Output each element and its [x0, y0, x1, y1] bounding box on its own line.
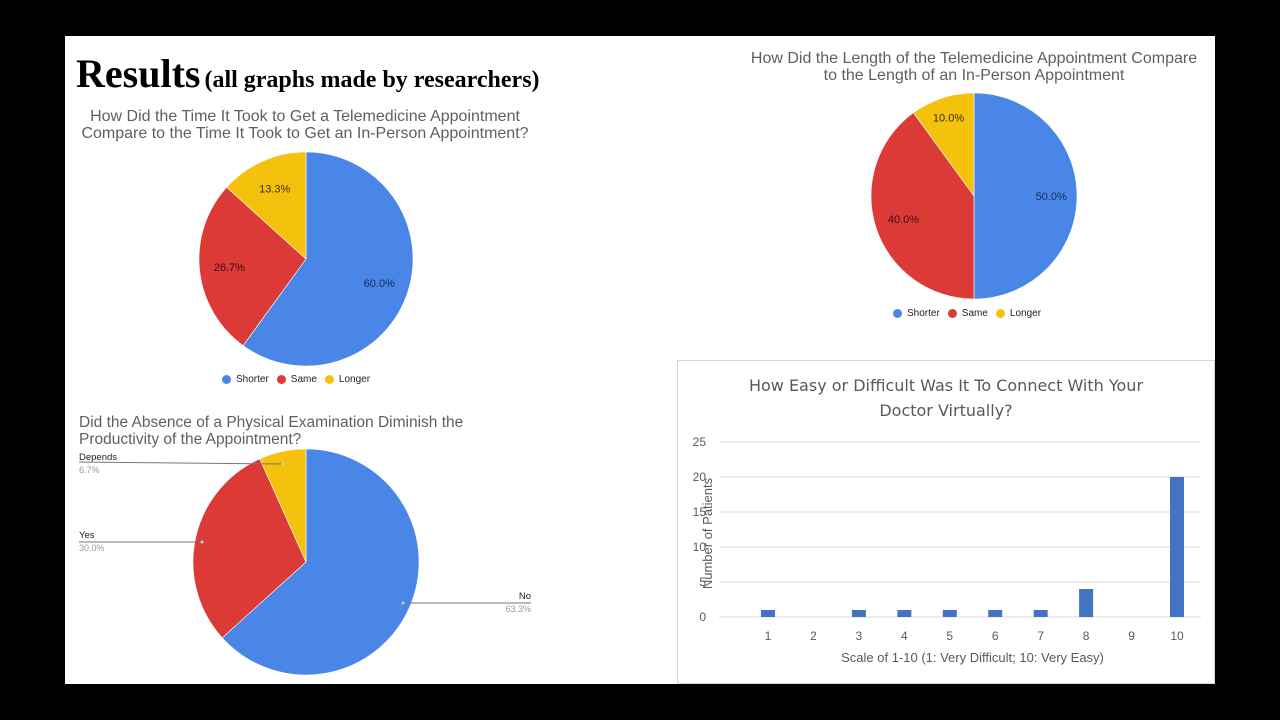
yellow-dot-icon	[324, 375, 334, 384]
pie-slice-depends	[259, 448, 307, 563]
pie1-title-line2: Compare to the Time It Took to Get an In…	[81, 125, 529, 142]
pie2-title-line1: How Did the Length of the Telemedicine A…	[750, 50, 1198, 67]
y-tick-label: 10	[693, 540, 707, 554]
legend-label: Longer	[1009, 308, 1042, 319]
slide-heading: Results (all graphs made by researchers)	[76, 50, 540, 97]
legend-item-longer: Longer	[324, 374, 371, 385]
leader-value: 6.7%	[79, 465, 100, 475]
red-dot-icon	[947, 309, 957, 318]
blue-dot-icon	[222, 375, 231, 384]
slice-label: 26.7%	[214, 262, 245, 274]
pie-slice-shorter	[973, 92, 1078, 300]
slice-label: 50.0%	[1036, 191, 1067, 203]
bar-7	[1033, 610, 1048, 617]
bar-chart-title: How Easy or Difficult Was It To Connect …	[678, 373, 1214, 423]
slice-label: 40.0%	[888, 214, 919, 226]
bar-10	[1170, 477, 1184, 617]
pie-slice-same	[870, 112, 975, 300]
legend-item-longer: Longer	[995, 308, 1042, 319]
x-axis-label: Scale of 1-10 (1: Very Difficult; 10: Ve…	[841, 650, 1104, 665]
y-tick-label: 0	[699, 610, 706, 624]
x-tick-label: 5	[946, 629, 953, 643]
x-tick-label: 10	[1170, 629, 1184, 643]
pie2-title-line2: to the Length of an In-Person Appointmen…	[823, 67, 1125, 84]
leader-value: 63.3%	[505, 604, 531, 614]
bar-4	[897, 610, 912, 617]
legend-label: Shorter	[236, 374, 269, 385]
y-tick-label: 20	[693, 470, 707, 484]
legend-label: Longer	[338, 374, 371, 385]
pie-slice-longer	[226, 151, 307, 260]
y-axis-label: Number of Patients	[700, 477, 715, 589]
bar-5	[942, 610, 957, 617]
pie2-legend: Shorter Same Longer	[893, 308, 1041, 319]
pie1-chart: 60.0% 26.7% 13.3%	[198, 151, 414, 367]
bar-1	[761, 610, 775, 617]
leader-label-yes: Yes	[79, 530, 95, 541]
pie-slice-no	[221, 448, 420, 676]
heading-subtitle: (all graphs made by researchers)	[204, 67, 540, 93]
heading-title: Results	[76, 51, 201, 96]
x-tick-label: 2	[810, 629, 817, 643]
legend-label: Shorter	[907, 308, 940, 319]
pie1-legend: Shorter Same Longer	[222, 374, 370, 385]
y-tick-label: 5	[699, 575, 706, 589]
bar-chart-box: How Easy or Difficult Was It To Connect …	[677, 360, 1215, 684]
pie-slice-longer	[913, 92, 975, 197]
y-tick-label: 25	[693, 435, 707, 449]
bar-6	[988, 610, 1003, 617]
pie2-chart: 50.0% 40.0% 10.0%	[870, 92, 1078, 300]
legend-label: Same	[961, 308, 988, 319]
pie1-title: How Did the Time It Took to Get a Teleme…	[72, 108, 538, 142]
x-tick-label: 1	[765, 629, 772, 643]
legend-item-same: Same	[947, 308, 988, 319]
pie-slice-same	[198, 186, 307, 346]
leader-value: 30.0%	[79, 543, 105, 553]
pie-slice-yes	[192, 458, 307, 639]
red-dot-icon	[276, 375, 286, 384]
bar-3	[851, 610, 866, 617]
pie-slice-shorter	[242, 151, 414, 367]
bar-chart-plot: 0 5 10 15 20 25 1 2 3 4 5 6 7 8 9 10 Scale of 1-10 (1: V…	[693, 435, 1201, 665]
slice-label: 60.0%	[364, 278, 395, 290]
leader-label-depends: Depends	[79, 452, 117, 463]
pie1-title-line1: How Did the Time It Took to Get a Teleme…	[90, 108, 520, 125]
x-tick-label: 4	[901, 629, 908, 643]
blue-dot-icon	[893, 309, 902, 318]
pie2-title: How Did the Length of the Telemedicine A…	[734, 50, 1214, 84]
legend-label: Same	[290, 374, 317, 385]
x-tick-label: 3	[856, 629, 863, 643]
bar-8	[1079, 589, 1094, 617]
slide: Results (all graphs made by researchers)…	[65, 36, 1215, 684]
x-tick-label: 8	[1083, 629, 1090, 643]
x-tick-label: 7	[1037, 629, 1044, 643]
legend-item-same: Same	[276, 374, 317, 385]
slice-label: 13.3%	[259, 184, 290, 196]
x-tick-label: 9	[1128, 629, 1135, 643]
leader-label-no: No	[519, 591, 531, 602]
legend-item-shorter: Shorter	[222, 374, 269, 385]
x-tick-label: 6	[992, 629, 999, 643]
pie3-title-line1: Did the Absence of a Physical Examinatio…	[79, 414, 464, 431]
pie3-title-line2: Productivity of the Appointment?	[79, 431, 302, 448]
bar-title-line2: Doctor Virtually?	[879, 401, 1013, 420]
legend-item-shorter: Shorter	[893, 308, 940, 319]
bar-title-line1: How Easy or Difficult Was It To Connect …	[748, 376, 1144, 395]
pie3-title: Did the Absence of a Physical Examinatio…	[79, 414, 463, 448]
yellow-dot-icon	[995, 309, 1005, 318]
y-tick-label: 15	[693, 505, 707, 519]
pie3-chart: No 63.3% Yes 30.0% Depends 6.7%	[78, 448, 531, 676]
slice-label: 10.0%	[933, 113, 964, 125]
